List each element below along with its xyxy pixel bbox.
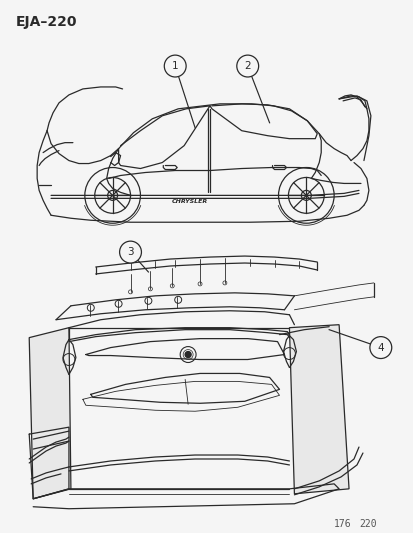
Text: 176: 176 bbox=[333, 519, 351, 529]
Polygon shape bbox=[289, 325, 348, 494]
Text: 4: 4 bbox=[377, 343, 383, 352]
Text: 220: 220 bbox=[358, 519, 376, 529]
Text: CHRYSLER: CHRYSLER bbox=[171, 199, 208, 204]
Circle shape bbox=[119, 241, 141, 263]
Circle shape bbox=[236, 55, 258, 77]
Text: 3: 3 bbox=[127, 247, 133, 257]
Polygon shape bbox=[29, 328, 71, 499]
Circle shape bbox=[369, 337, 391, 359]
Circle shape bbox=[164, 55, 186, 77]
Text: 1: 1 bbox=[171, 61, 178, 71]
Circle shape bbox=[185, 352, 191, 358]
Text: EJA–220: EJA–220 bbox=[15, 15, 76, 29]
Text: 2: 2 bbox=[244, 61, 250, 71]
